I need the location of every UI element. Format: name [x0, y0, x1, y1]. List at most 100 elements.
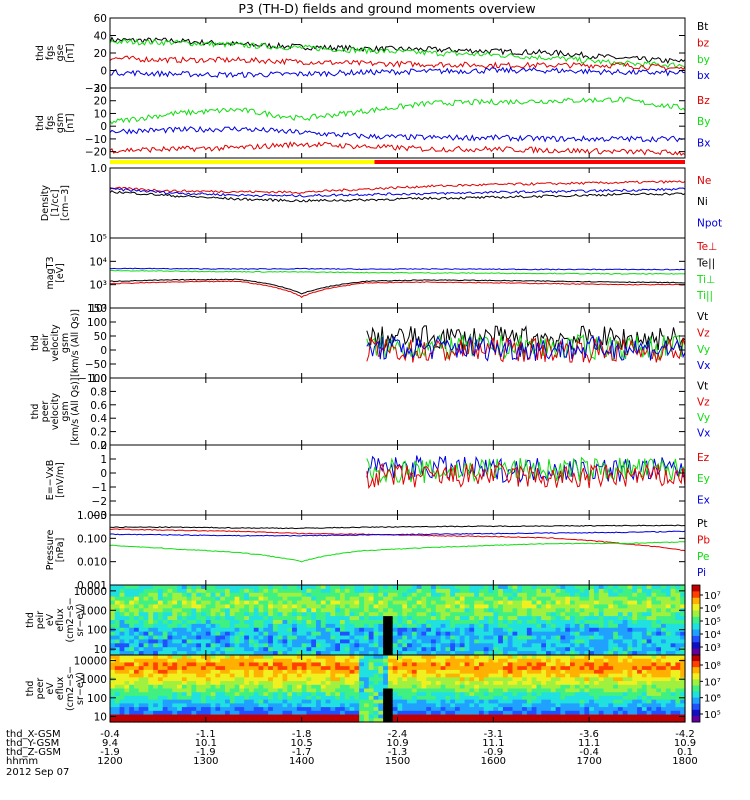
ylabel-line: [km/s (All Qs)]: [70, 378, 81, 446]
spectrogram-cell: [272, 588, 279, 594]
spectrogram-cell: [574, 684, 581, 690]
spectrogram-cell: [603, 643, 609, 648]
spectrogram-cell: [258, 647, 264, 652]
spectrogram-cell: [325, 669, 332, 675]
spectrogram-cell: [517, 714, 523, 719]
spectrogram-cell: [603, 666, 609, 671]
spectrogram-cell: [258, 600, 264, 606]
spectrogram-cell: [493, 669, 499, 675]
spectrogram-cell: [133, 718, 140, 723]
spectrogram-cell: [363, 673, 370, 678]
spectrogram-cell: [248, 681, 255, 686]
spectrogram-cell: [459, 643, 466, 648]
spectrogram-cell: [474, 608, 480, 613]
spectrogram-cell: [632, 635, 638, 641]
spectrogram-cell: [277, 612, 284, 617]
spectrogram-cell: [435, 681, 442, 686]
spectrogram-cell: [220, 692, 226, 697]
spectrogram-cell: [320, 699, 327, 704]
spectrogram-cell: [632, 658, 638, 664]
spectrogram-cell: [335, 631, 341, 637]
spectrogram-cell: [316, 662, 322, 667]
spectrogram-cell: [114, 699, 121, 704]
spectrogram-cell: [148, 635, 154, 641]
spectrogram-cell: [455, 612, 461, 617]
spectrogram-cell: [450, 612, 456, 617]
spectrogram-cell: [531, 681, 538, 686]
spectrogram-cell: [110, 635, 116, 641]
spectrogram-cell: [670, 688, 677, 693]
spectrogram-cell: [608, 620, 614, 625]
spectrogram-cell: [157, 718, 164, 723]
spectrogram-cell: [627, 608, 633, 613]
spectrogram-cell: [383, 604, 389, 609]
spectrogram-cell: [234, 669, 240, 675]
spectrogram-cell: [450, 658, 456, 664]
spectrogram-cell: [162, 627, 169, 633]
spectrogram-cell: [344, 592, 351, 598]
spectrogram-cell: [570, 673, 576, 678]
spectrogram-cell: [627, 631, 633, 637]
spectrogram-cell: [378, 623, 384, 629]
spectrogram-cell: [153, 647, 159, 652]
spectrogram-cell: [531, 688, 538, 693]
spectrogram-cell: [574, 635, 581, 641]
spectrogram-cell: [124, 647, 130, 652]
spectrogram-cell: [306, 620, 312, 625]
spectrogram-cell: [177, 684, 183, 690]
spectrogram-cell: [368, 658, 375, 664]
spectrogram-cell: [416, 612, 423, 617]
spectrogram-cell: [646, 707, 653, 712]
spectrogram-cell: [426, 692, 432, 697]
spectrogram-cell: [459, 627, 466, 633]
spectrogram-cell: [205, 714, 212, 719]
spectrogram-cell: [502, 669, 509, 675]
spectrogram-cell: [478, 616, 485, 621]
spectrogram-cell: [191, 699, 197, 704]
spectrogram-cell: [579, 585, 585, 590]
spectrogram-cell: [157, 620, 164, 625]
spectrogram-cell: [181, 662, 188, 667]
spectrogram-cell: [234, 639, 240, 644]
spectrogram-cell: [522, 673, 528, 678]
spectrogram-cell: [330, 616, 336, 621]
spectrogram-cell: [373, 666, 379, 671]
spectrogram-cell: [181, 639, 188, 644]
spectrogram-cell: [579, 662, 585, 667]
spectrogram-cell: [153, 616, 159, 621]
spectrogram-cell: [167, 643, 173, 648]
spectrogram-cell: [656, 600, 662, 606]
spectrogram-cell: [498, 647, 504, 652]
spectrogram-cell: [177, 635, 183, 641]
spectrogram-cell: [440, 635, 447, 641]
spectrogram-cell: [191, 669, 197, 675]
spectrogram-cell: [570, 669, 576, 675]
spectrogram-cell: [646, 651, 653, 656]
spectrogram-cell: [378, 604, 384, 609]
spectrogram-cell: [474, 647, 480, 652]
spectrogram-cell: [316, 612, 322, 617]
spectrogram-cell: [550, 677, 557, 682]
spectrogram-cell: [469, 718, 475, 723]
spectrogram-cell: [469, 604, 475, 609]
spectrogram-cell: [502, 695, 509, 701]
spectrogram-cell: [234, 699, 240, 704]
spectrogram-cell: [426, 620, 432, 625]
spectrogram-cell: [253, 647, 260, 652]
spectrogram-cell: [138, 627, 145, 633]
spectrogram-cell: [138, 692, 145, 697]
spectrogram-cell: [656, 718, 662, 723]
spectrogram-cell: [565, 673, 571, 678]
spectrogram-cell: [301, 684, 308, 690]
spectrogram-cell: [579, 631, 585, 637]
spectrogram-cell: [627, 643, 633, 648]
spectrogram-cell: [153, 662, 159, 667]
spectrogram-cell: [133, 677, 140, 682]
spectrogram-cell: [110, 673, 116, 678]
spectrogram-cell: [234, 588, 240, 594]
spectrogram-cell: [181, 643, 188, 648]
spectrogram-cell: [210, 600, 217, 606]
spectrogram-cell: [330, 707, 336, 712]
spectrogram-cell: [469, 669, 475, 675]
ylabel-line: eflux: [55, 608, 66, 632]
